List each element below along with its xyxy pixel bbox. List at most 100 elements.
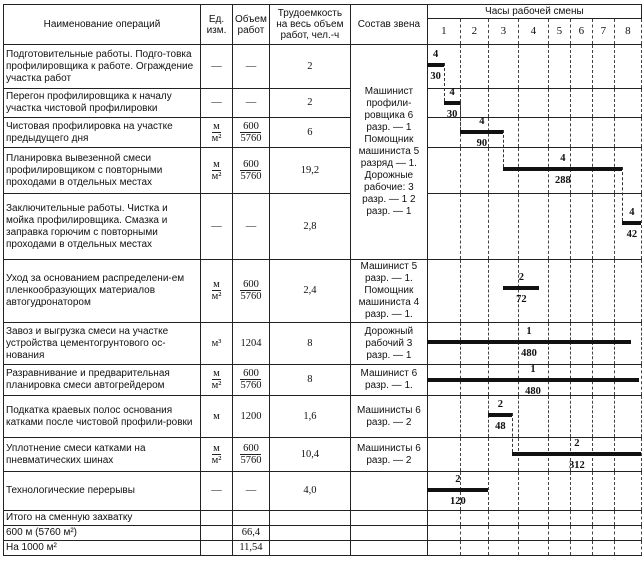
hour-cell	[487, 395, 519, 438]
hour-cell	[426, 322, 461, 365]
hour-cell	[459, 437, 489, 472]
hour-cell	[547, 88, 571, 118]
summary-cell	[349, 510, 428, 526]
summary-cell	[349, 540, 428, 556]
hour-cell	[517, 88, 549, 118]
hour-cell	[569, 471, 593, 511]
crew-cell: Дорожный рабочий 3 разр. — 1	[349, 322, 428, 365]
operation-name: Завоз и выгрузка смеси на участке устрой…	[3, 322, 201, 365]
hour-cell	[613, 525, 642, 541]
table-row: Планировка вывезенной смеси профилировщи…	[3, 147, 642, 194]
unit-cell: м	[200, 395, 233, 438]
summary-cell	[268, 525, 351, 541]
crew-cell: Машинисты 6 разр. — 2	[349, 437, 428, 472]
header-hour-6: 6	[569, 18, 593, 45]
hour-cell	[569, 117, 593, 148]
table-row: Подкатка краевых полос основания катками…	[3, 395, 642, 438]
hour-cell	[591, 540, 615, 556]
operation-name: Планировка вывезенной смеси профилировщи…	[3, 147, 201, 194]
hour-cell	[569, 364, 593, 396]
hour-cell	[547, 510, 571, 526]
hour-cell	[547, 147, 571, 194]
hour-cell	[517, 193, 549, 260]
table-row: Технологические перерывы — —4,0	[3, 471, 642, 511]
hour-cell	[547, 322, 571, 365]
volume-top: 600	[240, 443, 262, 455]
volume-cell: 600 5760	[232, 437, 270, 472]
hour-cell	[459, 364, 489, 396]
hour-cell	[569, 540, 593, 556]
hour-cell	[426, 88, 461, 118]
hour-cell	[591, 117, 615, 148]
hour-cell	[591, 193, 615, 260]
unit-cell: —	[200, 471, 233, 511]
volume-cell: —	[232, 471, 270, 511]
summary-value: 66,4	[232, 525, 270, 541]
header-hours-title: Часы рабочей смены	[426, 4, 642, 19]
hour-cell	[487, 147, 519, 194]
unit-cell: м м²	[200, 117, 233, 148]
header-crew: Состав звена	[349, 4, 428, 45]
hour-cell	[547, 540, 571, 556]
summary-cell	[268, 510, 351, 526]
hour-cell	[613, 437, 642, 472]
hour-cell	[487, 471, 519, 511]
hour-cell	[547, 117, 571, 148]
hour-cell	[459, 147, 489, 194]
summary-label: На 1000 м²	[3, 540, 201, 556]
crew-cell	[349, 471, 428, 511]
unit-bottom: м²	[211, 454, 222, 466]
summary-label: 600 м (5760 м²)	[3, 525, 201, 541]
table-row: Уплотнение смеси катками на пневматическ…	[3, 437, 642, 472]
hour-cell	[459, 117, 489, 148]
hour-cell	[569, 88, 593, 118]
summary-label: Итого на сменную захватку	[3, 510, 201, 526]
header-hour-4: 4	[517, 18, 549, 45]
header-labor: Трудоемкость на весь объем работ, чел.-ч	[268, 4, 351, 45]
hour-cell	[487, 322, 519, 365]
hour-cell	[547, 471, 571, 511]
hour-cell	[517, 364, 549, 396]
hour-cell	[569, 322, 593, 365]
hour-cell	[569, 437, 593, 472]
hour-cell	[591, 395, 615, 438]
hour-cell	[426, 364, 461, 396]
table-row: Чистовая профилировка на участке предыду…	[3, 117, 642, 148]
hour-cell	[487, 44, 519, 89]
summary-cell	[200, 510, 233, 526]
hour-cell	[591, 44, 615, 89]
volume-bottom: 5760	[240, 454, 262, 466]
header-hour-1: 1	[426, 18, 461, 45]
hour-cell	[569, 193, 593, 260]
unit-cell: м³	[200, 322, 233, 365]
hour-cell	[569, 44, 593, 89]
hour-cell	[613, 471, 642, 511]
volume-cell: 600 5760	[232, 117, 270, 148]
labor-cell: 6	[268, 117, 351, 148]
table-row: Разравнивание и предварительная планиров…	[3, 364, 642, 396]
volume-bottom: 5760	[240, 380, 262, 391]
labor-cell: 2,4	[268, 259, 351, 323]
hour-cell	[547, 395, 571, 438]
hour-cell	[426, 437, 461, 472]
unit-cell: —	[200, 44, 233, 89]
hour-cell	[569, 525, 593, 541]
operation-name: Подкатка краевых полос основания катками…	[3, 395, 201, 438]
unit-cell: —	[200, 88, 233, 118]
table-row: Уход за основанием распределени-ем пленк…	[3, 259, 642, 323]
hour-cell	[459, 540, 489, 556]
labor-cell: 1,6	[268, 395, 351, 438]
hour-cell	[613, 540, 642, 556]
labor-cell: 8	[268, 364, 351, 396]
hour-cell	[426, 471, 461, 511]
hour-cell	[517, 471, 549, 511]
hour-cell	[569, 147, 593, 194]
hour-cell	[487, 510, 519, 526]
volume-cell: —	[232, 44, 270, 89]
hour-cell	[569, 395, 593, 438]
hour-cell	[591, 88, 615, 118]
summary-cell	[200, 540, 233, 556]
hour-cell	[426, 540, 461, 556]
table-row: Перегон профилировщика к началу участка …	[3, 88, 642, 118]
unit-cell: м м²	[200, 437, 233, 472]
